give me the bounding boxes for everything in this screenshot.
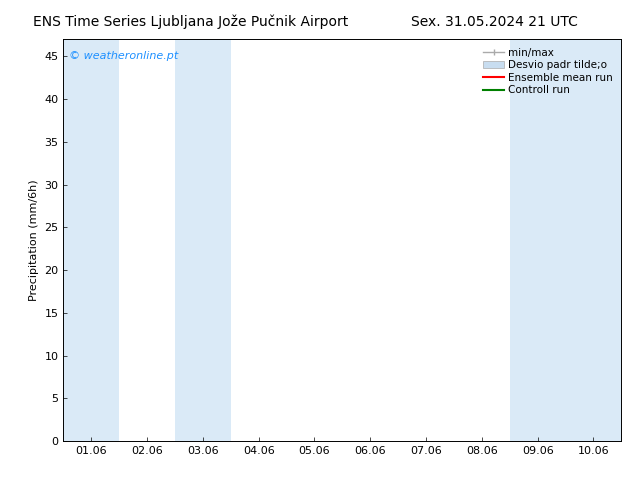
Bar	[621, 39, 634, 441]
Text: © weatheronline.pt: © weatheronline.pt	[69, 51, 178, 61]
Bar	[63, 39, 119, 441]
Y-axis label: Precipitation (mm/6h): Precipitation (mm/6h)	[29, 179, 39, 301]
Bar	[510, 39, 566, 441]
Text: Sex. 31.05.2024 21 UTC: Sex. 31.05.2024 21 UTC	[411, 15, 578, 29]
Legend: min/max, Desvio padr tilde;o, Ensemble mean run, Controll run: min/max, Desvio padr tilde;o, Ensemble m…	[480, 45, 616, 98]
Bar	[175, 39, 231, 441]
Bar	[566, 39, 621, 441]
Text: ENS Time Series Ljubljana Jože Pučnik Airport: ENS Time Series Ljubljana Jože Pučnik Ai…	[32, 15, 348, 29]
